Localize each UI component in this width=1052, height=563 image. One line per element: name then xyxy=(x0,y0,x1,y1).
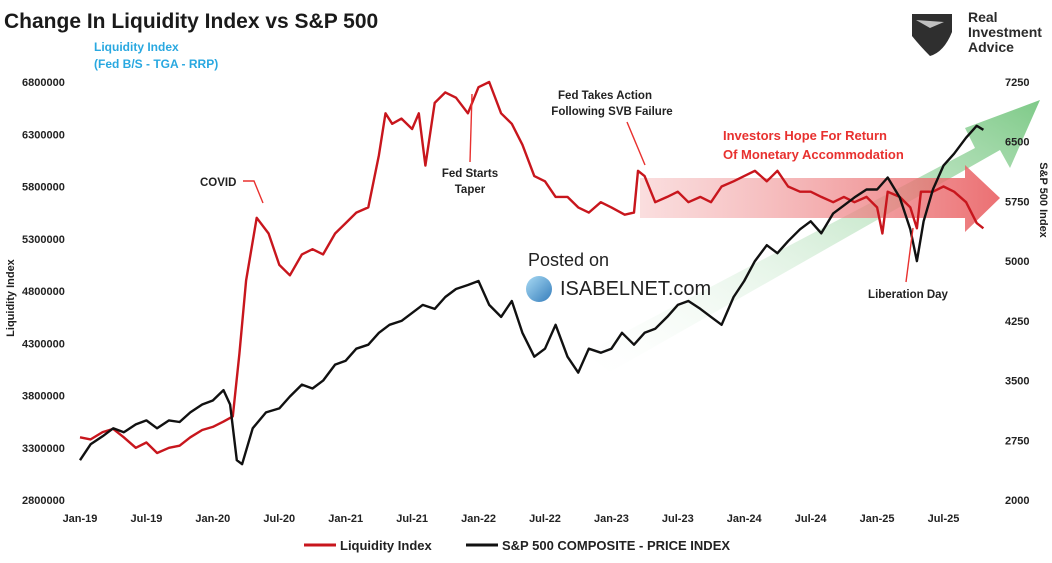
left-axis-ticks: 2800000 3300000 3800000 4300000 4800000 53000… xyxy=(22,77,65,507)
legend-label-liquidity: Liquidity Index xyxy=(340,538,432,553)
annotation-taper-line2: Taper xyxy=(455,184,486,196)
chart-subtitle-line2: (Fed B/S - TGA - RRP) xyxy=(94,57,218,71)
right-axis-ticks: 2000 2750 3500 4250 5000 5750 6500 7250 xyxy=(1005,77,1029,507)
annotation-taper-line1: Fed Starts xyxy=(442,168,498,180)
annotation-svb-line2: Following SVB Failure xyxy=(551,106,672,118)
right-tick-label-3: 4250 xyxy=(1005,316,1029,328)
right-tick-label-4: 5000 xyxy=(1005,256,1029,268)
x-tick-label-3: Jul-20 xyxy=(263,513,295,525)
left-tick-label-6: 5800000 xyxy=(22,182,65,194)
right-tick-label-1: 2750 xyxy=(1005,435,1029,447)
globe-icon xyxy=(526,276,552,302)
x-tick-label-0: Jan-19 xyxy=(63,513,98,525)
x-tick-label-10: Jan-24 xyxy=(727,513,763,525)
annotation-svb-line1: Fed Takes Action xyxy=(558,90,652,102)
brand-line3: Advice xyxy=(968,39,1014,55)
x-tick-label-1: Jul-19 xyxy=(131,513,163,525)
watermark: Posted on ISABELNET.com xyxy=(526,250,711,302)
chart-title: Change In Liquidity Index vs S&P 500 xyxy=(4,10,378,33)
left-tick-label-3: 4300000 xyxy=(22,338,65,350)
annotation-hope-line1: Investors Hope For Return xyxy=(723,128,887,143)
x-tick-label-11: Jul-24 xyxy=(795,513,828,525)
x-tick-label-9: Jul-23 xyxy=(662,513,694,525)
series-line-sp500 xyxy=(79,124,985,466)
bullish-arrow xyxy=(585,100,1040,372)
left-tick-label-5: 5300000 xyxy=(22,234,65,246)
right-tick-label-7: 7250 xyxy=(1005,77,1029,89)
x-tick-label-5: Jul-21 xyxy=(396,513,428,525)
annotation-covid-label: COVID xyxy=(200,177,236,189)
x-tick-label-4: Jan-21 xyxy=(328,513,363,525)
watermark-line1: Posted on xyxy=(528,250,609,270)
left-tick-label-1: 3300000 xyxy=(22,443,65,455)
eagle-icon xyxy=(912,14,952,56)
left-tick-label-4: 4800000 xyxy=(22,286,65,298)
right-tick-label-6: 6500 xyxy=(1005,137,1029,149)
left-tick-label-0: 2800000 xyxy=(22,495,65,507)
x-tick-label-6: Jan-22 xyxy=(461,513,496,525)
series-line-liquidity xyxy=(79,80,985,455)
annotation-taper: Fed Starts Taper xyxy=(442,93,498,196)
annotation-hope: Investors Hope For Return Of Monetary Ac… xyxy=(723,128,904,162)
x-axis-ticks: Jan-19 Jul-19 Jan-20 Jul-20 Jan-21 Jul-21 Jan-… xyxy=(63,513,960,525)
chart-subtitle-line1: Liquidity Index xyxy=(94,40,179,54)
left-axis-label: Liquidity Index xyxy=(5,258,17,336)
brand-line2: Investment xyxy=(968,24,1042,40)
annotation-hope-line2: Of Monetary Accommodation xyxy=(723,147,904,162)
annotation-liberation-label: Liberation Day xyxy=(868,289,948,301)
annotation-svb: Fed Takes Action Following SVB Failure xyxy=(551,90,673,166)
brand-line1: Real xyxy=(968,9,998,25)
right-tick-label-0: 2000 xyxy=(1005,495,1029,507)
brand-logo: Real Investment Advice xyxy=(912,9,1042,56)
annotation-covid: COVID xyxy=(200,177,264,204)
x-tick-label-8: Jan-23 xyxy=(594,513,629,525)
right-axis-label: S&P 500 Index xyxy=(1037,162,1049,238)
left-tick-label-2: 3800000 xyxy=(22,391,65,403)
watermark-line2: ISABELNET.com xyxy=(560,278,711,300)
left-tick-label-7: 6300000 xyxy=(22,129,65,141)
legend-label-sp500: S&P 500 COMPOSITE - PRICE INDEX xyxy=(502,538,730,553)
right-tick-label-2: 3500 xyxy=(1005,376,1029,388)
x-tick-label-7: Jul-22 xyxy=(529,513,561,525)
x-tick-label-13: Jul-25 xyxy=(928,513,960,525)
legend: Liquidity Index S&P 500 COMPOSITE - PRIC… xyxy=(304,538,730,553)
left-tick-label-8: 6800000 xyxy=(22,77,65,89)
right-tick-label-5: 5750 xyxy=(1005,196,1029,208)
x-tick-label-2: Jan-20 xyxy=(195,513,230,525)
x-tick-label-12: Jan-25 xyxy=(860,513,895,525)
annotation-liberation: Liberation Day xyxy=(868,227,949,301)
